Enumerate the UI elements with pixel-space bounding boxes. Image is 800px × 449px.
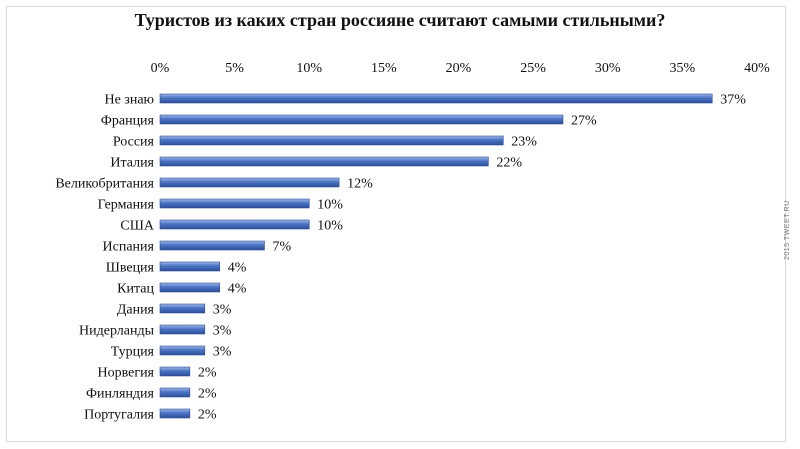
value-label: 10% [317,198,343,213]
category-label: Германия [98,198,155,213]
category-label: Не знаю [104,93,154,108]
x-tick-label: 40% [744,61,770,76]
bar [159,177,340,188]
category-label: Турция [111,345,155,360]
bar [159,198,310,209]
category-label: Финляндия [86,387,155,402]
value-label: 12% [347,177,373,192]
chart-title: Туристов из каких стран россияне считают… [134,10,666,30]
category-label: Норвегия [97,366,154,381]
bar [159,156,489,167]
value-label: 3% [213,345,232,360]
bar [159,93,713,104]
value-label: 2% [198,408,217,423]
value-label: 27% [571,114,597,129]
x-axis-ticks: 0% 5% 10% 15% 20% 25% 30% 35% 40% [151,61,771,76]
bar [159,114,564,125]
category-label: Италия [110,156,154,171]
bars [159,93,713,419]
x-tick-label: 10% [296,61,322,76]
x-tick-label: 30% [595,61,621,76]
value-label: 2% [198,366,217,381]
bar [159,303,206,314]
x-tick-label: 25% [520,61,546,76]
value-label: 3% [213,303,232,318]
bar [159,219,310,230]
bar [159,408,191,419]
bar [159,261,221,272]
bar [159,135,504,146]
value-label: 23% [511,135,537,150]
category-label: Швеция [106,261,155,276]
bar [159,345,206,356]
category-label: Португалия [84,408,154,423]
value-label: 4% [228,282,247,297]
x-tick-label: 5% [225,61,244,76]
bar [159,240,265,251]
x-tick-label: 15% [371,61,397,76]
value-label: 4% [228,261,247,276]
x-tick-label: 35% [670,61,696,76]
category-label: Россия [113,135,155,150]
value-labels: 37% 27% 23% 22% 12% 10% 10% 7% 4% 4% 3% 3% 3% 2% 2% 2% [198,93,746,423]
bar [159,387,191,398]
category-label: Нидерланды [79,324,155,339]
category-label: Дания [117,303,155,318]
x-tick-label: 20% [446,61,472,76]
value-label: 7% [272,240,291,255]
bar [159,324,206,335]
chart-frame [6,6,786,442]
value-label: 10% [317,219,343,234]
category-label: Франция [101,114,155,129]
bar [159,282,221,293]
x-tick-label: 0% [151,61,170,76]
value-label: 2% [198,387,217,402]
value-label: 3% [213,324,232,339]
category-label: Испания [103,240,155,255]
category-labels: Не знаю Франция Россия Италия Великобритания… [55,93,155,423]
category-label: Китац [117,282,154,297]
category-label: Великобритания [55,177,154,192]
value-label: 37% [720,93,746,108]
value-label: 22% [496,156,522,171]
bar [159,366,191,377]
category-label: США [120,219,154,234]
